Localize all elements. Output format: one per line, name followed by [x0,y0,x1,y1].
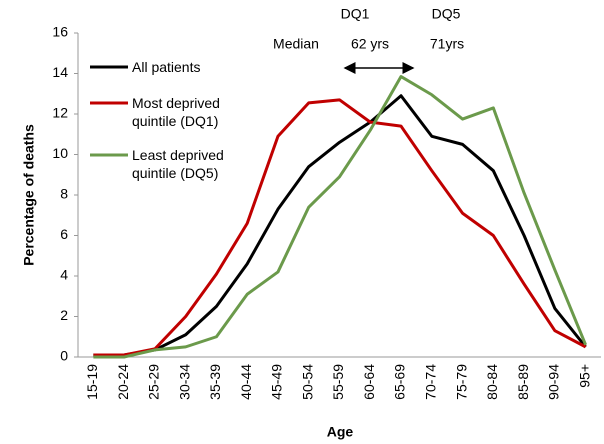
x-tick-label: 15-19 [84,364,100,400]
annotation: 71yrs [430,36,464,52]
x-tick-label: 85-89 [515,364,531,400]
x-tick-label: 20-24 [115,364,131,400]
x-tick-label: 65-69 [392,364,408,400]
legend-label: All patients [132,59,201,75]
x-tick-label: 60-64 [361,364,377,400]
annotation: Median [273,36,319,52]
x-tick-label: 95+ [576,364,592,388]
y-tick-label: 14 [52,64,68,80]
y-axis-label: Percentage of deaths [21,124,37,266]
x-axis-label: Age [327,424,354,440]
legend-label: Most deprived quintile (DQ1) [132,95,220,129]
x-tick-label: 90-94 [546,364,562,400]
y-tick-label: 2 [60,307,68,323]
x-tick-label: 35-39 [207,364,223,400]
annotation: DQ1 [341,6,370,22]
series-line [93,75,588,359]
y-tick-label: 12 [52,105,68,121]
x-tick-label: 45-49 [269,364,285,400]
annotation: 62 yrs [351,36,389,52]
y-tick-label: 6 [60,226,68,242]
x-tick-label: 70-74 [422,364,438,400]
y-tick-label: 10 [52,145,68,161]
y-tick-label: 8 [60,186,68,202]
y-tick-label: 0 [60,348,68,364]
x-tick-label: 30-34 [176,364,192,400]
x-tick-label: 50-54 [299,364,315,400]
y-tick-label: 4 [60,267,68,283]
x-tick-label: 75-79 [453,364,469,400]
x-tick-label: 80-84 [484,364,500,400]
x-tick-label: 40-44 [238,364,254,400]
series-line [93,94,587,357]
y-tick-label: 16 [52,24,68,40]
x-tick-label: 25-29 [146,364,162,400]
annotation: DQ5 [432,6,461,22]
legend-label: Least deprived quintile (DQ5) [132,147,224,181]
series-line [93,98,587,357]
x-tick-label: 55-59 [330,364,346,400]
